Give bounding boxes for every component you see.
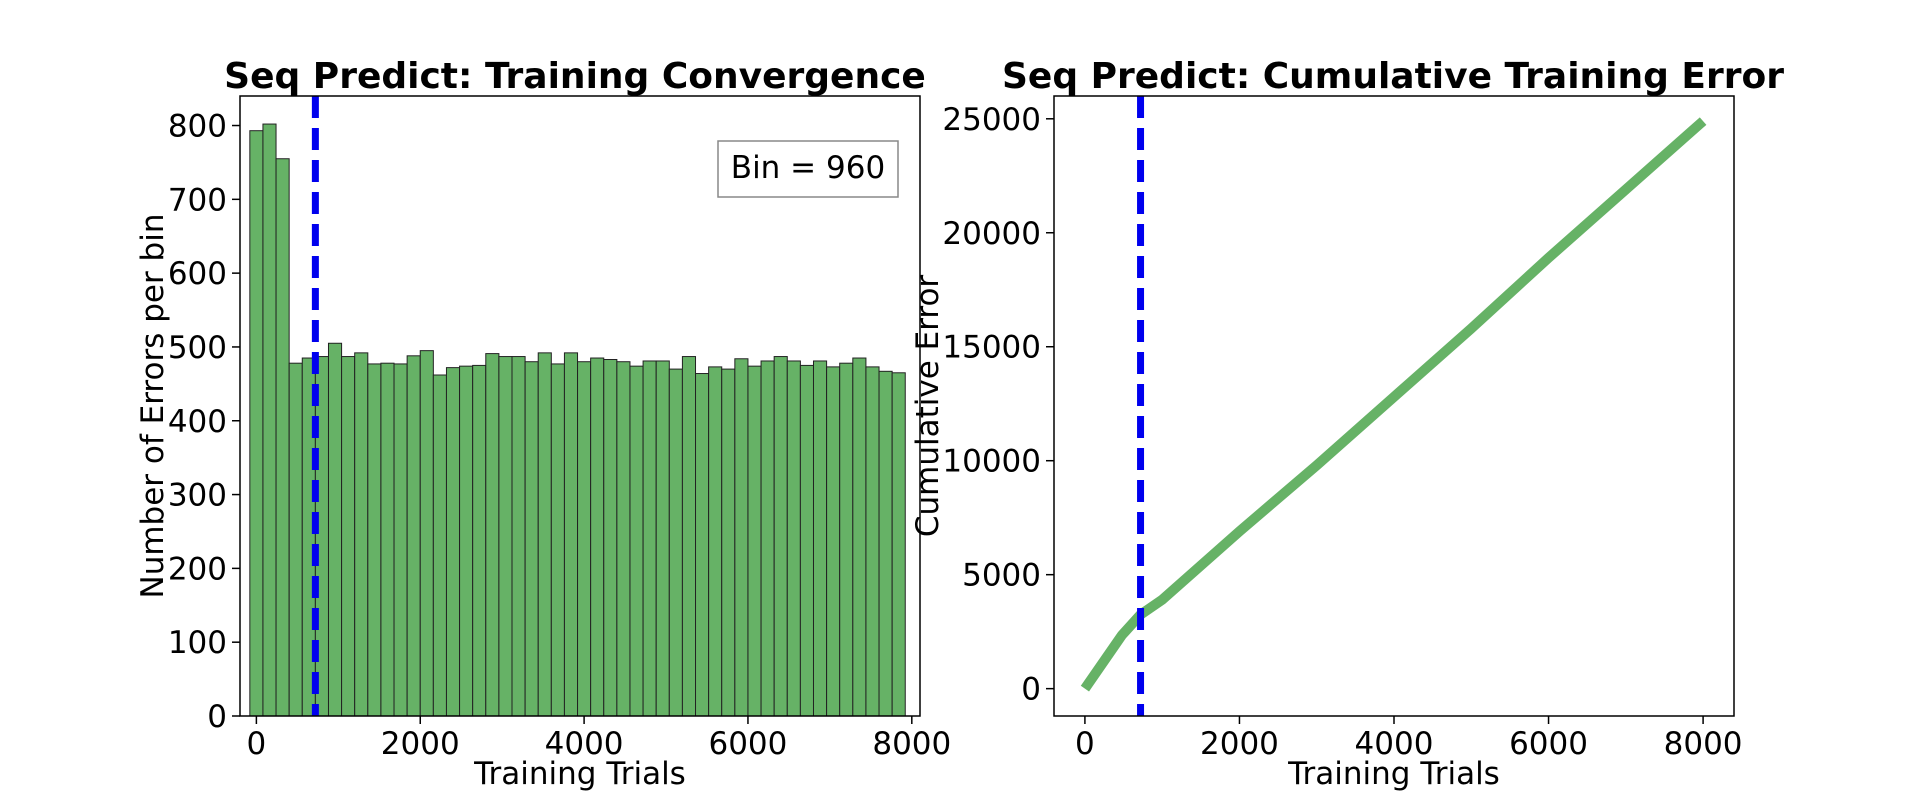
histogram-bar	[760, 360, 775, 717]
chart-title: Seq Predict: Training Convergence	[224, 56, 926, 97]
histogram-bar	[288, 362, 303, 717]
histogram-bar	[734, 358, 749, 717]
x-axis-ticks: 0 2000 4000 6000 8000	[247, 716, 951, 762]
y-tick-label: 600	[168, 256, 227, 292]
histogram-bar	[865, 366, 880, 717]
histogram-bar	[419, 350, 434, 717]
legend: Bin = 960	[717, 140, 899, 198]
legend-text: Bin = 960	[731, 150, 885, 186]
histogram-bar	[524, 361, 539, 717]
histogram-bar	[852, 357, 867, 717]
histogram-bar	[642, 360, 657, 717]
y-tick-label: 25000	[942, 102, 1041, 138]
histogram-bar	[708, 366, 723, 717]
cumulative-error-line	[1080, 117, 1707, 692]
histogram-bar	[747, 365, 762, 717]
histogram-bar	[550, 363, 565, 717]
histogram-bar	[432, 374, 447, 717]
histogram-bar	[721, 368, 736, 717]
histogram-bar	[367, 363, 382, 717]
histogram-bar	[812, 360, 828, 717]
x-tick-label: 2000	[381, 726, 460, 762]
histogram-bar	[603, 359, 618, 717]
histogram-bar	[695, 373, 710, 717]
histogram-bar	[314, 356, 329, 717]
y-tick-label: 100	[168, 625, 227, 661]
x-tick-label: 4000	[1355, 726, 1434, 762]
y-axis-label: Number of Errors per bin	[135, 214, 171, 599]
y-tick-label: 20000	[942, 216, 1041, 252]
y-axis-ticks: 0 100 200 300 400 500 600 700 800	[168, 109, 240, 735]
histogram-bar	[459, 365, 474, 717]
histogram-bar	[301, 357, 316, 717]
histogram-bar	[327, 342, 343, 717]
y-axis-label: Cumulative Error	[910, 275, 946, 538]
x-tick-label: 0	[1075, 726, 1095, 762]
plot-frame	[1053, 95, 1735, 717]
histogram-bar	[878, 370, 893, 717]
y-axis-ticks: 0 5000 10000 15000 20000 25000	[942, 102, 1054, 708]
histogram-bar	[839, 362, 854, 717]
y-tick-label: 400	[168, 404, 227, 440]
x-axis-label: Training Trials	[473, 756, 686, 792]
y-tick-label: 500	[168, 330, 227, 366]
x-tick-label: 0	[247, 726, 267, 762]
y-tick-label: 700	[168, 182, 227, 218]
y-tick-label: 0	[1021, 672, 1041, 708]
histogram-bar	[262, 123, 277, 717]
histogram-bar	[406, 355, 421, 717]
histogram-bar	[891, 372, 906, 717]
x-tick-label: 4000	[545, 726, 624, 762]
x-tick-label: 6000	[708, 726, 787, 762]
histogram-bar	[616, 361, 631, 717]
series-line	[1080, 117, 1707, 692]
y-tick-label: 5000	[962, 558, 1041, 594]
histogram-bar	[681, 356, 697, 717]
cumulative-chart: Seq Predict: Cumulative Training Error 0…	[910, 56, 1784, 792]
histogram-bar	[629, 365, 644, 717]
histogram-bar	[773, 356, 788, 717]
x-tick-label: 8000	[1664, 726, 1743, 762]
y-tick-label: 800	[168, 109, 227, 145]
histogram-bar	[826, 366, 841, 717]
histogram-bar	[498, 356, 513, 717]
x-tick-label: 6000	[1509, 726, 1588, 762]
histogram-bar	[668, 368, 683, 717]
y-tick-label: 10000	[942, 444, 1041, 480]
histogram-bar	[380, 362, 395, 717]
x-axis-label: Training Trials	[1287, 756, 1500, 792]
histogram-bar	[485, 353, 500, 717]
histogram-bar	[511, 356, 526, 717]
histogram-bar	[393, 363, 408, 717]
histogram-chart: Seq Predict: Training Convergence 0 2000 4…	[135, 56, 951, 792]
histogram-bar	[249, 130, 264, 717]
histogram-bar	[590, 357, 605, 717]
x-tick-label: 2000	[1200, 726, 1279, 762]
x-axis-ticks: 0 2000 4000 6000 8000	[1075, 716, 1743, 762]
histogram-bar	[445, 367, 461, 717]
histogram-bar	[472, 364, 487, 717]
bar-group	[249, 123, 906, 717]
histogram-bar	[799, 364, 814, 717]
chart-title: Seq Predict: Cumulative Training Error	[1002, 56, 1784, 97]
histogram-bar	[786, 360, 801, 717]
histogram-bar	[354, 352, 369, 717]
histogram-bar	[537, 352, 552, 717]
x-tick-label: 8000	[872, 726, 951, 762]
histogram-bar	[275, 158, 290, 717]
y-tick-label: 15000	[942, 330, 1041, 366]
histogram-bar	[563, 352, 579, 717]
y-tick-label: 300	[168, 478, 227, 514]
y-tick-label: 0	[207, 699, 227, 735]
histogram-bar	[655, 360, 670, 717]
histogram-bar	[341, 356, 356, 717]
histogram-bar	[577, 361, 592, 717]
y-tick-label: 200	[168, 551, 227, 587]
plot-frame	[239, 95, 921, 717]
legend-box	[717, 140, 899, 198]
